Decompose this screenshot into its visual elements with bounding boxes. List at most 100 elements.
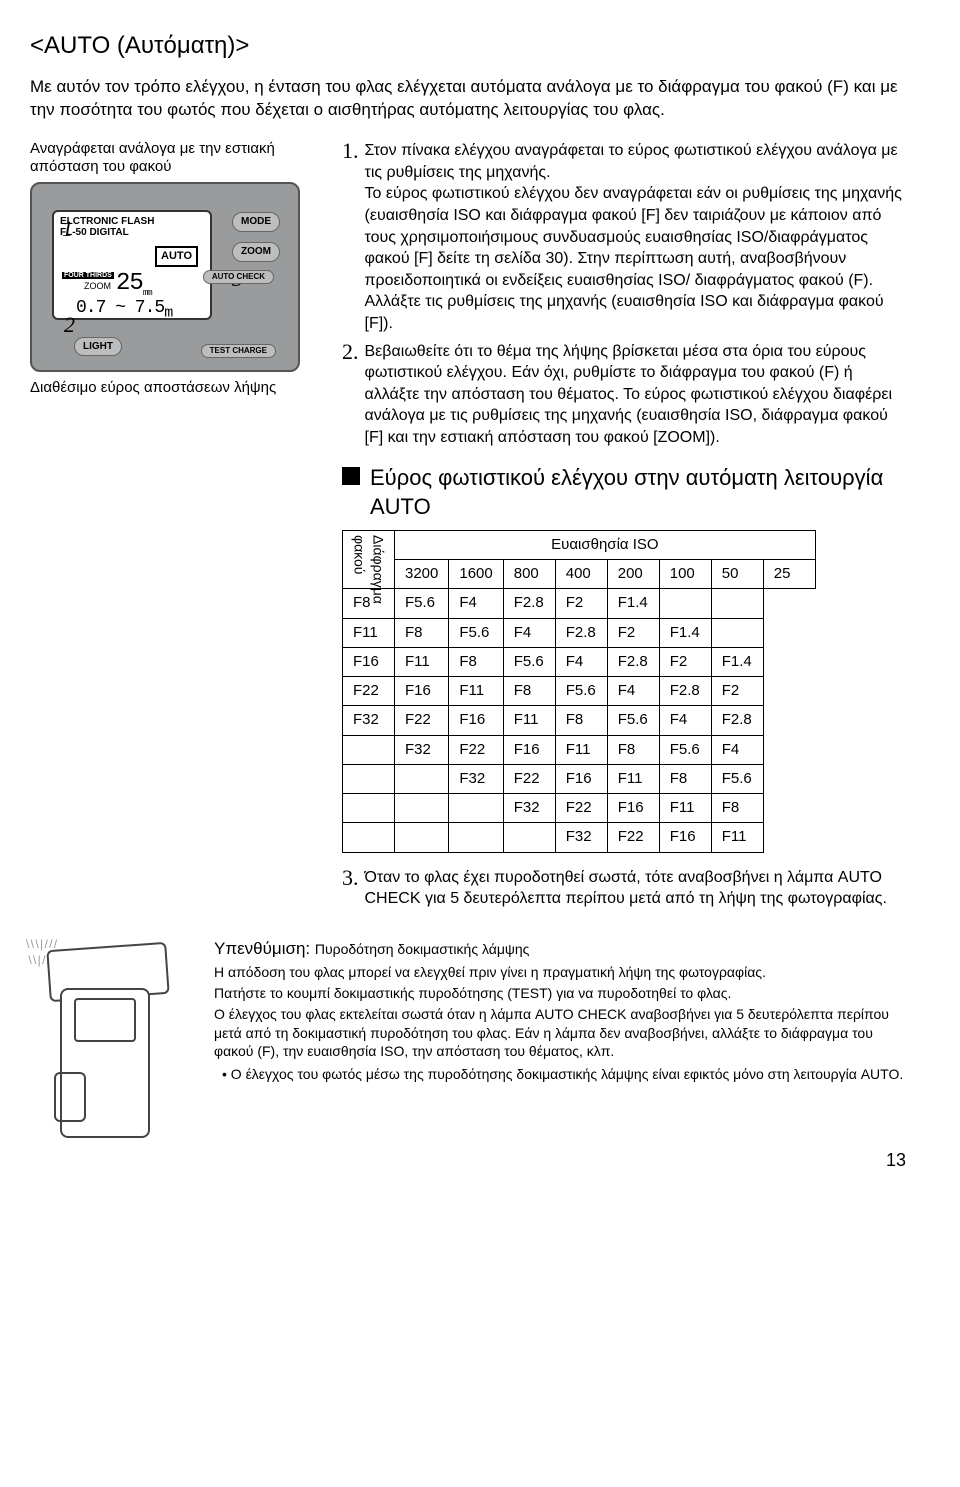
table-cell: F4	[659, 706, 711, 735]
table-row: F32F22F16F11F8F5.6	[343, 764, 816, 793]
table-row: F32F22F16F11F8F5.6F4F2.8	[343, 706, 816, 735]
lcd-distance-range: 0.7 ~ 7.5m	[76, 296, 172, 324]
table-cell: F8	[449, 647, 503, 676]
table-iso-header-row: 320016008004002001005025	[343, 560, 816, 589]
reminder-body-2: Πατήστε το κουμπί δοκιμαστικής πυροδότησ…	[214, 984, 910, 1003]
table-cell: F16	[503, 735, 555, 764]
table-cell: F32	[343, 706, 395, 735]
table-cell: F11	[711, 823, 763, 852]
reminder-subtitle: Πυροδότηση δοκιμαστικής λάμψης	[315, 941, 530, 957]
table-iso-col: 3200	[395, 560, 449, 589]
table-cell	[659, 589, 711, 618]
table-row: F32F22F16F11F8F5.6F4	[343, 735, 816, 764]
table-row: F32F22F16F11	[343, 823, 816, 852]
table-cell: F11	[343, 618, 395, 647]
flash-screen-shape	[74, 998, 136, 1042]
table-cell: F16	[555, 764, 607, 793]
table-cell: F22	[607, 823, 659, 852]
table-cell: F2	[659, 647, 711, 676]
sub-heading-text: Εύρος φωτιστικού ελέγχου στην αυτόματη λ…	[370, 463, 910, 522]
table-cell	[343, 735, 395, 764]
reminder-body-1: Η απόδοση του φλας μπορεί να ελεγχθεί πρ…	[214, 963, 910, 982]
table-cell	[343, 764, 395, 793]
table-cell: F11	[555, 735, 607, 764]
zoom-button[interactable]: ZOOM	[232, 242, 280, 262]
test-charge-button[interactable]: TEST CHARGE	[201, 344, 276, 358]
table-cell: F1.4	[711, 647, 763, 676]
reminder-body-3: Ο έλεγχος του φλας εκτελείται σωστά όταν…	[214, 1005, 910, 1062]
table-row: F32F22F16F11F8	[343, 794, 816, 823]
table-cell: F4	[607, 677, 659, 706]
table-row: F22F16F11F8F5.6F4F2.8F2	[343, 677, 816, 706]
left-column: Αναγράφεται ανάλογα με την εστιακή απόστ…	[30, 140, 320, 398]
light-button[interactable]: LIGHT	[74, 337, 122, 357]
page-title: <AUTO (Αυτόματη)>	[30, 30, 910, 62]
table-cell: F8	[555, 706, 607, 735]
step-3-number: 3.	[342, 867, 359, 889]
table-cell	[343, 823, 395, 852]
table-cell: F5.6	[711, 764, 763, 793]
table-cell: F5.6	[449, 618, 503, 647]
table-iso-col: 400	[555, 560, 607, 589]
table-cell: F11	[503, 706, 555, 735]
table-cell: F2.8	[503, 589, 555, 618]
step-1-number: 1.	[342, 140, 359, 162]
table-cell: F22	[555, 794, 607, 823]
table-cell: F2.8	[711, 706, 763, 735]
table-iso-col: 1600	[449, 560, 503, 589]
table-cell: F2	[711, 677, 763, 706]
table-cell: F5.6	[395, 589, 449, 618]
table-cell: F2.8	[607, 647, 659, 676]
lcd-header-2: FL-50 DIGITAL	[60, 227, 204, 238]
table-cell: F4	[711, 735, 763, 764]
table-cell	[449, 823, 503, 852]
table-iso-label: Ευαισθησία ISO	[395, 530, 816, 559]
callout-marker-2: 2	[64, 310, 75, 340]
step-1-text: Στον πίνακα ελέγχου αναγράφεται το εύρος…	[365, 140, 911, 334]
table-cell: F32	[449, 764, 503, 793]
step-1: 1. Στον πίνακα ελέγχου αναγράφεται το εύ…	[342, 140, 910, 334]
table-row: F11F8F5.6F4F2.8F2F1.4	[343, 618, 816, 647]
reminder-label: Υπενθύμιση:	[214, 939, 315, 958]
table-cell: F5.6	[555, 677, 607, 706]
right-column: 1. Στον πίνακα ελέγχου αναγράφεται το εύ…	[342, 140, 910, 916]
table-cell: F2.8	[555, 618, 607, 647]
reminder-bullet: • Ο έλεγχος του φωτός μέσω της πυροδότησ…	[222, 1065, 910, 1084]
callout-marker-1: 1	[62, 214, 73, 244]
table-cell: F16	[659, 823, 711, 852]
table-cell: F16	[449, 706, 503, 735]
reminder-section: \ \ \ | / / / \ \ | / / Υπενθύμιση: Πυρο…	[30, 938, 910, 1138]
table-cell	[711, 618, 763, 647]
lcd-auto-indicator: AUTO	[155, 246, 198, 267]
table-cell: F1.4	[607, 589, 659, 618]
lcd-header-1: ELCTRONIC FLASH	[60, 216, 204, 227]
autocheck-button[interactable]: AUTO CHECK	[203, 270, 274, 284]
table-cell: F8	[343, 589, 395, 618]
table-cell: F5.6	[503, 647, 555, 676]
table-iso-col: 800	[503, 560, 555, 589]
table-cell: F8	[503, 677, 555, 706]
table-cell: F4	[555, 647, 607, 676]
focal-caption: Αναγράφεται ανάλογα με την εστιακή απόστ…	[30, 140, 320, 176]
sub-heading: Εύρος φωτιστικού ελέγχου στην αυτόματη λ…	[342, 463, 910, 522]
flash-unit-illustration: \ \ \ | / / / \ \ | / /	[30, 938, 200, 1138]
step-3: 3. Όταν το φλας έχει πυροδοτηθεί σωστά, …	[342, 867, 910, 910]
bullet-square-icon	[342, 467, 360, 485]
table-cell: F32	[395, 735, 449, 764]
table-cell	[503, 823, 555, 852]
table-iso-col: 200	[607, 560, 659, 589]
mode-button[interactable]: MODE	[232, 212, 280, 232]
table-cell	[395, 764, 449, 793]
intro-paragraph: Με αυτόν τον τρόπο ελέγχου, η ένταση του…	[30, 76, 910, 122]
page-number: 13	[30, 1148, 906, 1172]
table-cell: F1.4	[659, 618, 711, 647]
table-cell: F2	[607, 618, 659, 647]
table-cell: F4	[503, 618, 555, 647]
table-cell	[395, 794, 449, 823]
two-column-layout: Αναγράφεται ανάλογα με την εστιακή απόστ…	[30, 140, 910, 916]
table-cell: F8	[395, 618, 449, 647]
table-cell	[711, 589, 763, 618]
table-cell: F22	[449, 735, 503, 764]
table-cell: F16	[395, 677, 449, 706]
table-cell: F11	[607, 764, 659, 793]
